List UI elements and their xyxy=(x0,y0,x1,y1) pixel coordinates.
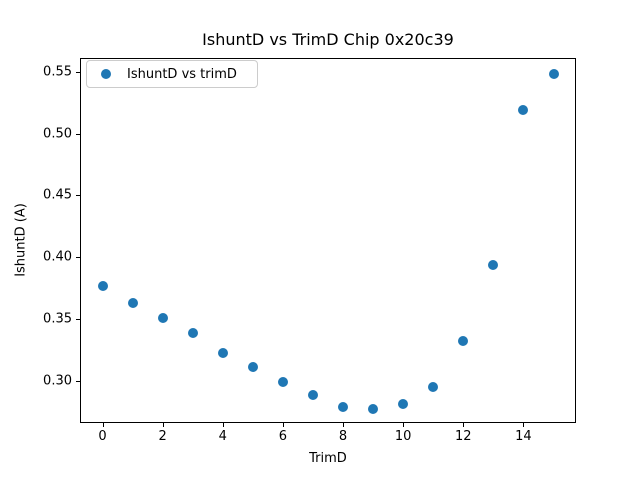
scatter-point xyxy=(458,336,469,347)
y-tick-mark xyxy=(76,71,80,73)
x-tick-mark xyxy=(102,423,104,427)
x-tick-label: 8 xyxy=(338,429,348,444)
scatter-point xyxy=(187,327,198,338)
x-tick-label: 6 xyxy=(278,429,288,444)
x-tick-label: 2 xyxy=(158,429,167,444)
y-tick-label: 0.55 xyxy=(43,64,72,80)
scatter-point xyxy=(398,399,409,410)
x-tick-label: 10 xyxy=(394,429,412,444)
x-tick-label: 14 xyxy=(515,429,532,444)
legend: IshuntD vs trimD xyxy=(86,60,258,88)
legend-label: IshuntD vs trimD xyxy=(127,66,237,82)
scatter-point xyxy=(247,362,258,373)
scatter-point xyxy=(428,382,439,393)
scatter-point xyxy=(157,312,168,323)
y-tick-label: 0.40 xyxy=(43,249,72,265)
y-tick-label: 0.45 xyxy=(43,187,72,203)
x-tick-mark xyxy=(343,423,344,427)
scatter-point xyxy=(368,404,379,415)
plot-area xyxy=(80,58,576,423)
x-tick-label: 0 xyxy=(98,429,107,444)
x-tick-mark xyxy=(403,423,405,427)
scatter-point xyxy=(488,259,499,270)
y-tick-mark xyxy=(76,133,80,135)
scatter-point xyxy=(338,401,348,412)
scatter-point xyxy=(548,69,559,80)
x-axis-label: TrimD xyxy=(309,451,347,466)
y-tick-mark xyxy=(76,195,80,197)
y-tick-mark xyxy=(76,380,80,382)
x-tick-label: 4 xyxy=(218,429,227,444)
y-tick-mark xyxy=(76,319,80,321)
x-tick-label: 12 xyxy=(455,429,472,444)
y-tick-label: 0.50 xyxy=(43,126,72,141)
x-tick-mark xyxy=(162,423,164,427)
scatter-point xyxy=(217,347,228,358)
y-tick-label: 0.30 xyxy=(43,373,72,389)
scatter-point xyxy=(277,377,288,388)
scatter-point xyxy=(97,280,108,291)
chart-title: IshuntD vs TrimD Chip 0x20c39 xyxy=(202,30,454,49)
x-tick-mark xyxy=(523,423,525,427)
legend-marker-icon xyxy=(101,69,111,79)
x-tick-mark xyxy=(463,423,465,427)
y-tick-mark xyxy=(76,257,80,259)
scatter-point xyxy=(518,105,529,115)
x-tick-mark xyxy=(222,423,224,427)
x-tick-mark xyxy=(282,423,284,427)
scatter-point xyxy=(308,389,318,400)
y-tick-label: 0.35 xyxy=(43,311,72,327)
y-axis-label: IshuntD (A) xyxy=(13,203,29,277)
scatter-point xyxy=(127,298,138,308)
